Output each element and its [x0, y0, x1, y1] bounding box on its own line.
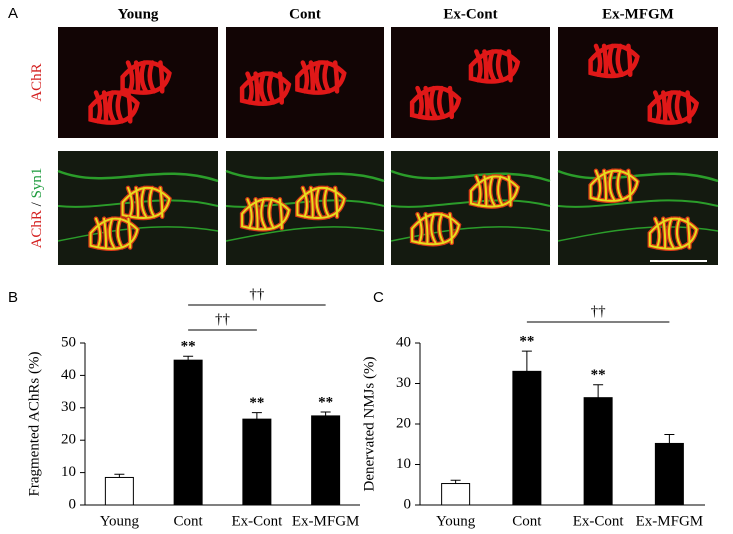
column-label: Cont: [289, 6, 321, 22]
error-bar: [450, 479, 461, 484]
x-tick-label: Ex-MFGM: [636, 513, 704, 529]
nmj-core: [296, 186, 346, 219]
x-tick-label: Young: [100, 513, 140, 529]
y-tick-label: 40: [61, 367, 76, 383]
panel-label: C: [373, 289, 384, 306]
error-bar: [664, 434, 675, 444]
row-label: AChR: [29, 63, 45, 101]
row-label: AChR / Syn1: [29, 168, 45, 249]
nerve-fiber: [557, 199, 719, 208]
nerve-fiber: [57, 199, 219, 208]
error-bar: [320, 411, 331, 416]
significance-stars: **: [318, 394, 333, 410]
row-label-part: AChR: [29, 210, 45, 248]
nerve-fiber: [390, 199, 551, 208]
x-tick-label: Ex-Cont: [573, 513, 625, 529]
nerve-fiber: [57, 169, 219, 183]
nmj-core: [241, 198, 290, 231]
nmj-core: [411, 213, 460, 246]
bracket-label: ††: [249, 286, 265, 302]
micrograph: [225, 151, 385, 265]
nmj: [120, 60, 172, 95]
y-tick-label: 30: [396, 375, 411, 391]
x-tick-label: Cont: [174, 513, 204, 529]
row-label-part: AChR: [29, 63, 45, 101]
column-label: Ex-MFGM: [602, 6, 674, 22]
nmj: [468, 49, 521, 84]
nerve-fiber: [225, 169, 385, 183]
column-label: Ex-Cont: [443, 6, 497, 22]
bracket-label: ††: [215, 311, 231, 327]
y-tick-label: 20: [396, 415, 411, 431]
y-axis-label: Denervated NMJs (%): [361, 357, 377, 492]
nmj: [239, 71, 292, 106]
error-bar: [251, 412, 262, 420]
error-bar: [114, 473, 125, 478]
error-bar: [183, 355, 194, 361]
y-tick-label: 40: [396, 334, 411, 350]
micrograph-bg: [391, 27, 550, 138]
nmj: [647, 90, 700, 125]
significance-stars: **: [249, 395, 264, 411]
bar: [104, 476, 134, 506]
nmj-core: [121, 186, 171, 219]
micrograph-bg: [558, 27, 718, 138]
nerve-fiber: [225, 226, 385, 242]
y-tick-label: 10: [61, 464, 76, 480]
micrograph: [58, 27, 218, 138]
y-tick-label: 30: [61, 399, 76, 415]
nmj: [409, 85, 462, 121]
error-bar: [521, 350, 532, 372]
panel-label: B: [8, 289, 18, 306]
significance-stars: **: [591, 367, 606, 383]
micrograph: [390, 151, 551, 265]
x-tick-label: Cont: [512, 513, 542, 529]
nerve-fiber: [390, 169, 551, 183]
y-axis-label: Fragmented AChRs (%): [26, 352, 42, 497]
bar: [654, 442, 684, 506]
nmj: [295, 60, 347, 95]
nmj: [588, 43, 640, 79]
micrograph: [391, 27, 550, 138]
micrograph: [558, 27, 718, 138]
x-tick-label: Ex-MFGM: [292, 513, 360, 529]
micrograph: [226, 27, 384, 138]
micrograph-bg: [558, 151, 718, 265]
nmj-core: [89, 217, 139, 250]
y-tick-label: 10: [396, 456, 411, 472]
row-label-part: Syn1: [29, 168, 45, 199]
nerve-fiber: [225, 199, 385, 208]
micrograph: [57, 151, 219, 265]
error-bar: [593, 384, 604, 398]
nmj-core: [589, 169, 639, 202]
x-tick-label: Young: [436, 513, 476, 529]
y-tick-label: 20: [61, 432, 76, 448]
y-tick-label: 0: [69, 496, 77, 512]
column-label: Young: [118, 6, 159, 22]
nmj-core: [469, 175, 519, 208]
nmj: [88, 90, 140, 125]
bar: [173, 359, 203, 506]
x-tick-label: Ex-Cont: [231, 513, 283, 529]
micrograph: [557, 151, 719, 265]
panel-label: A: [8, 5, 18, 22]
nerve-fiber: [390, 226, 551, 242]
row-label-part: /: [29, 198, 45, 210]
bracket-label: ††: [591, 303, 607, 319]
significance-stars: **: [181, 339, 196, 355]
significance-stars: **: [519, 334, 534, 350]
bar: [441, 483, 471, 506]
bar: [242, 418, 272, 506]
y-tick-label: 50: [61, 334, 76, 350]
y-tick-label: 0: [404, 496, 412, 512]
nmj-core: [648, 217, 698, 250]
bar: [512, 370, 542, 506]
bar: [583, 397, 613, 506]
bar: [311, 415, 341, 506]
micrograph-bg: [391, 151, 550, 265]
